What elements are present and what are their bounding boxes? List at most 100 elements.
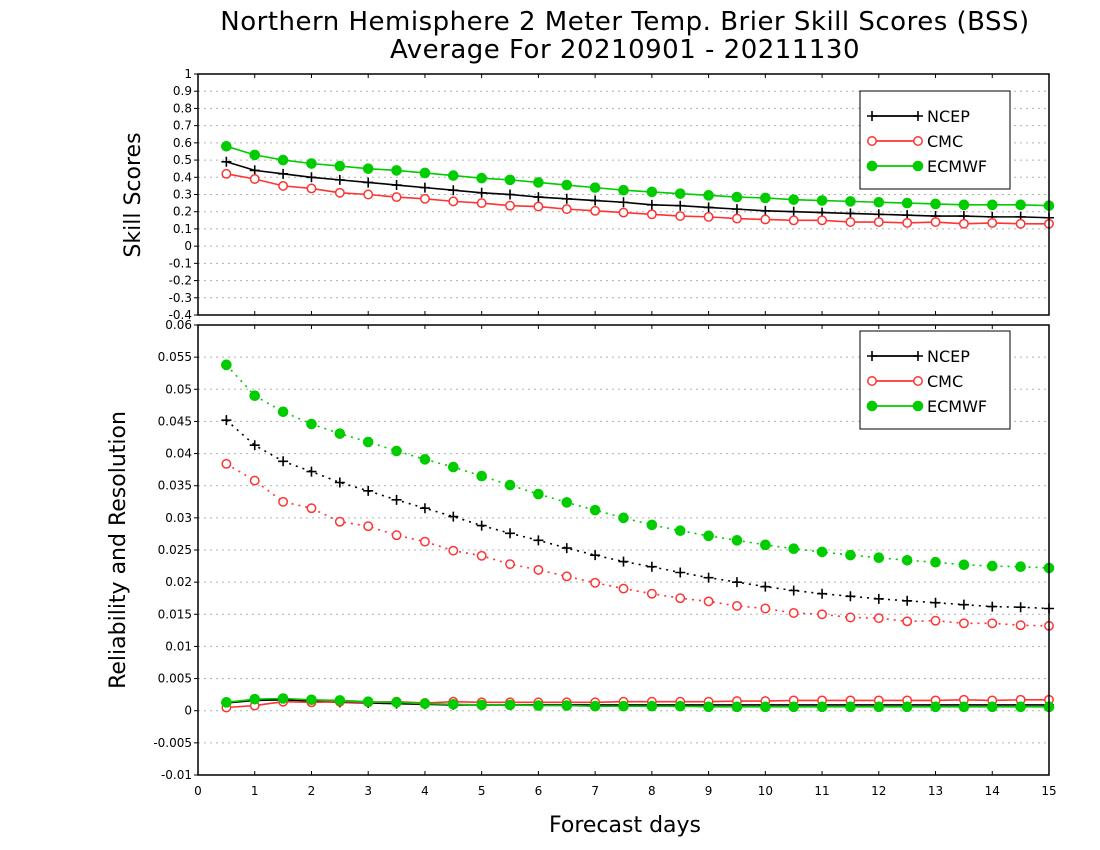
- data-point: [845, 217, 856, 227]
- y-tick-label: 0.035: [158, 479, 192, 493]
- data-point: [845, 612, 856, 623]
- data-point: [362, 163, 374, 174]
- data-point: [958, 199, 970, 211]
- series-cmc-resolution: [221, 458, 1054, 631]
- x-tick-label: 0: [194, 784, 202, 798]
- data-point: [788, 585, 799, 596]
- data-point: [363, 189, 374, 200]
- data-point: [277, 693, 289, 704]
- data-point: [703, 190, 714, 201]
- data-point: [419, 536, 430, 547]
- data-point: [987, 217, 998, 228]
- data-point: [703, 701, 714, 713]
- data-point: [618, 512, 629, 524]
- legend-label: NCEP: [927, 107, 970, 126]
- data-point: [334, 160, 346, 172]
- data-point: [873, 196, 885, 208]
- data-point: [873, 217, 884, 227]
- data-point: [817, 215, 828, 226]
- x-tick-label: 11: [814, 784, 829, 798]
- legend-marker: [913, 351, 923, 361]
- data-point: [561, 204, 572, 215]
- data-point: [732, 213, 742, 224]
- data-point: [221, 697, 232, 708]
- data-point: [618, 700, 629, 712]
- x-axis-label: Forecast days: [549, 813, 701, 838]
- data-point: [533, 564, 544, 575]
- data-point: [1015, 620, 1026, 631]
- data-point: [703, 211, 714, 222]
- data-point: [505, 528, 516, 539]
- data-point: [817, 609, 828, 620]
- data-point: [277, 154, 289, 166]
- series-ncep-resolution: [221, 415, 1054, 614]
- data-point: [845, 549, 856, 561]
- y-tick-label: 0.2: [173, 205, 192, 219]
- data-point: [278, 496, 289, 507]
- data-point: [618, 583, 629, 594]
- y-tick-label: 0.04: [165, 447, 192, 461]
- y-tick-label: 0: [184, 239, 192, 253]
- data-point: [334, 695, 346, 706]
- data-point: [901, 701, 913, 713]
- data-point: [419, 182, 430, 193]
- data-point: [816, 546, 828, 558]
- data-point: [760, 192, 771, 204]
- legend-box: [859, 330, 1011, 430]
- legend: NCEP CMC ECMWF: [859, 330, 1011, 430]
- y-tick-label: 0: [184, 704, 192, 718]
- data-point: [476, 699, 487, 711]
- data-point: [561, 179, 573, 191]
- data-point: [306, 158, 317, 169]
- series-cmc: [221, 168, 1054, 229]
- legend-label: ECMWF: [927, 157, 987, 176]
- data-point: [221, 156, 232, 167]
- x-tick-label: 4: [421, 784, 429, 798]
- data-point: [504, 174, 516, 186]
- x-tick-label: 14: [985, 784, 1000, 798]
- data-point: [675, 200, 686, 211]
- data-point: [958, 618, 969, 629]
- data-point: [788, 206, 799, 217]
- data-point: [760, 539, 771, 551]
- y-tick-label: 1: [184, 67, 192, 81]
- data-point: [533, 488, 544, 500]
- x-tick-label: 3: [364, 784, 372, 798]
- data-point: [391, 697, 402, 708]
- legend-label: ECMWF: [927, 397, 987, 416]
- data-point: [419, 503, 430, 514]
- data-point: [618, 207, 629, 218]
- y-tick-label: -0.005: [153, 736, 192, 750]
- data-point: [1015, 561, 1026, 573]
- data-point: [249, 440, 260, 451]
- legend: NCEP CMC ECMWF: [859, 90, 1011, 190]
- data-point: [533, 177, 544, 188]
- data-point: [902, 616, 913, 627]
- data-point: [618, 184, 629, 196]
- data-point: [221, 168, 232, 179]
- data-point: [703, 202, 714, 213]
- data-point: [788, 215, 799, 226]
- data-point: [221, 415, 232, 426]
- data-point: [674, 525, 686, 537]
- y-tick-label: 0.015: [158, 607, 192, 621]
- plot-frame: [197, 324, 1050, 776]
- data-point: [419, 167, 431, 179]
- y-tick-label: -0.4: [169, 308, 192, 322]
- legend-marker: [867, 136, 877, 146]
- data-point: [277, 406, 289, 418]
- data-point: [902, 217, 913, 228]
- data-point: [618, 197, 629, 208]
- data-point: [930, 701, 941, 713]
- data-point: [675, 593, 686, 604]
- data-point: [306, 172, 317, 183]
- data-point: [249, 174, 260, 184]
- data-point: [334, 428, 346, 439]
- data-point: [448, 461, 459, 473]
- data-point: [646, 209, 657, 220]
- data-point: [732, 600, 742, 611]
- x-tick-label: 12: [871, 784, 886, 798]
- data-point: [362, 696, 374, 708]
- data-point: [363, 521, 374, 532]
